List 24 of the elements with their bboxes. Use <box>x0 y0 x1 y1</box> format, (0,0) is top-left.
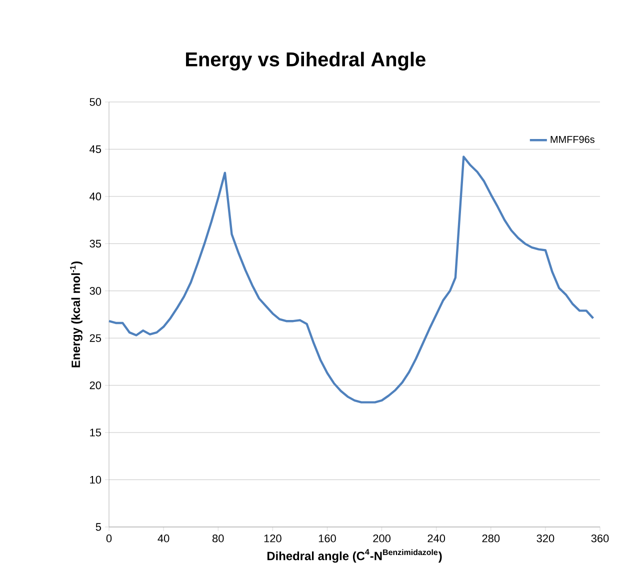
x-tick-label: 320 <box>536 534 554 542</box>
chart-title: Energy vs Dihedral Angle <box>186 52 426 70</box>
y-tick-label: 25 <box>90 334 102 342</box>
y-tick-label: 20 <box>90 381 102 390</box>
y-tick-label: 10 <box>90 476 102 484</box>
x-tick-label: 280 <box>482 534 500 542</box>
y-tick-label: 30 <box>90 287 102 295</box>
x-tick-label: 360 <box>591 534 609 542</box>
x-axis-title: $\text{Dihedral angle (C}^{\text{4}}\text{-N}^{\text{Benzimidazole}}\text{)}$ <box>267 549 442 563</box>
x-tick-label: 240 <box>428 534 446 542</box>
x-tick-label: 200 <box>373 534 390 542</box>
legend-label: MMFF96s <box>550 136 594 143</box>
x-tick-label: 40 <box>158 534 170 542</box>
y-tick-label: 5 <box>96 523 102 531</box>
x-tick-label: 0 <box>106 534 112 542</box>
y-axis-title: Energy (kcal mol$^{-1}$) <box>70 261 82 368</box>
y-tick-label: 40 <box>90 192 102 200</box>
x-tick-label: 80 <box>212 534 224 542</box>
y-tick-label: 35 <box>90 240 102 248</box>
x-tick-label: 160 <box>318 534 336 542</box>
y-tick-label: 45 <box>90 145 102 154</box>
y-tick-label: 15 <box>90 428 102 436</box>
x-tick-label: 120 <box>264 534 282 542</box>
y-tick-label: 50 <box>90 98 102 106</box>
